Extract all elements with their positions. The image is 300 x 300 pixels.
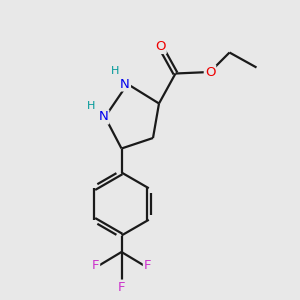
Text: H: H <box>111 66 119 76</box>
Text: H: H <box>87 100 96 111</box>
Text: F: F <box>92 259 99 272</box>
Text: O: O <box>205 65 215 79</box>
Text: N: N <box>120 77 130 91</box>
Text: O: O <box>155 40 166 53</box>
Text: N: N <box>99 110 108 124</box>
Text: F: F <box>144 259 152 272</box>
Text: F: F <box>118 280 125 294</box>
